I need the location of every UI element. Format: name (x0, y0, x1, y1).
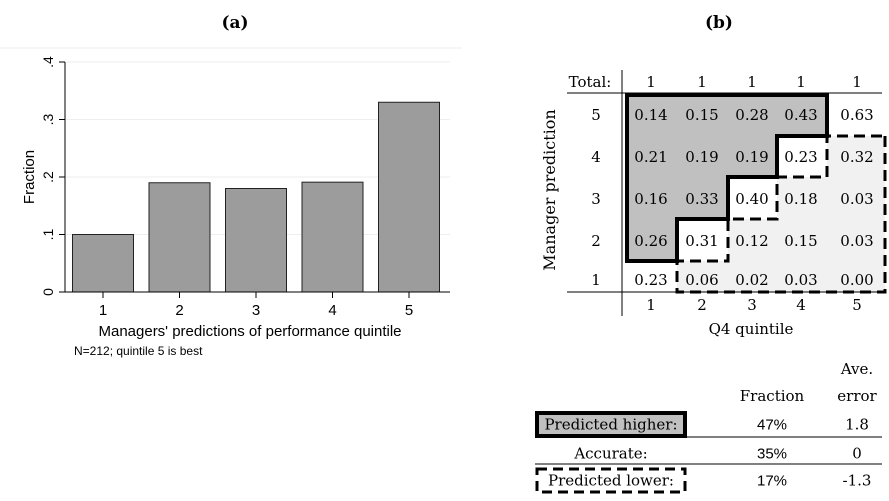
y-tick-label-0: 0 (40, 288, 56, 296)
summary-lower-box (535, 467, 687, 494)
summary-error-2: -1.3 (843, 472, 872, 490)
cell-r5-c4: 0.43 (784, 106, 817, 124)
cell-r1-c4: 0.03 (784, 271, 817, 289)
col-label-2: 2 (697, 296, 707, 314)
cell-r5-c3: 0.28 (735, 106, 768, 124)
summary-higher-box (535, 411, 687, 438)
cell-r1-c1: 0.23 (634, 271, 667, 289)
col-label-4: 4 (796, 296, 806, 314)
y-ticks: 0 .1 .2 .3 .4 (40, 56, 65, 296)
x-tick-label-2: 2 (175, 302, 183, 319)
summary-rows: Predicted higher: 47% 1.8 Accurate: 35% 0 Pred… (535, 411, 882, 494)
summary-label-2: Predicted lower: (548, 472, 674, 490)
cell-r5-c1: 0.14 (634, 106, 667, 124)
x-tick-label-1: 1 (99, 302, 107, 319)
row-label-1: 1 (591, 271, 601, 289)
cell-r3-c1: 0.16 (634, 190, 667, 208)
bar-5 (378, 101, 440, 293)
cell-r5-c5: 0.63 (840, 106, 873, 124)
sample-note: N=212; quintile 5 is best (74, 344, 203, 358)
y-tick-label-3: .3 (40, 113, 56, 125)
cell-r1-c2: 0.06 (685, 271, 718, 289)
cell-r2-c2: 0.31 (685, 232, 718, 250)
matrix-x-label: Q4 quintile (709, 320, 794, 338)
summary-header-error-1: Ave. (840, 360, 873, 378)
total-label: Total: (569, 73, 612, 91)
x-ticks: 1 2 3 4 5 (99, 292, 413, 319)
x-tick-label-3: 3 (252, 302, 260, 319)
col-label-3: 3 (747, 296, 757, 314)
total-col-1: 1 (646, 73, 656, 91)
y-tick-label-2: .2 (40, 171, 56, 183)
total-col-5: 1 (852, 73, 862, 91)
col-label-1: 1 (646, 296, 656, 314)
summary-header-error-2: error (837, 387, 877, 405)
y-axis-label: Fraction (21, 150, 38, 204)
total-col-3: 1 (747, 73, 757, 91)
summary-fraction-1: 35% (757, 446, 787, 463)
summary-header-fraction: Fraction (740, 387, 805, 405)
total-col-4: 1 (796, 73, 806, 91)
cell-r3-c5: 0.03 (840, 190, 873, 208)
matrix-y-label: Manager prediction (540, 109, 559, 270)
cell-r1-c3: 0.02 (735, 271, 768, 289)
cell-r3-c4: 0.18 (784, 190, 817, 208)
bar-3 (225, 188, 287, 293)
panel-a-label: (a) (221, 13, 248, 33)
bar-chart-bars (72, 101, 440, 293)
cell-r2-c1: 0.26 (634, 232, 667, 250)
cell-r1-c5: 0.00 (840, 271, 873, 289)
predicted-lower-border (675, 134, 887, 294)
cell-r4-c1: 0.21 (634, 148, 667, 166)
bar-2 (148, 182, 211, 293)
total-col-2: 1 (697, 73, 707, 91)
summary-fraction-0: 47% (757, 417, 787, 434)
cell-r3-c2: 0.33 (685, 190, 718, 208)
row-labels: 5 4 3 2 1 (591, 106, 601, 289)
cell-r2-c4: 0.15 (784, 232, 817, 250)
predicted-lower-region (677, 136, 885, 292)
cell-r4-c2: 0.19 (685, 148, 718, 166)
column-labels: 1 2 3 4 5 (646, 296, 862, 314)
col-label-5: 5 (852, 296, 862, 314)
matrix-cells: 0.14 0.15 0.28 0.43 0.63 0.21 0.19 0.19 0.23 0.32… (634, 106, 873, 289)
summary-label-1: Accurate: (573, 445, 647, 463)
cell-r2-c5: 0.03 (840, 232, 873, 250)
panel-b-label: (b) (705, 13, 733, 33)
cell-r3-c3: 0.40 (735, 190, 768, 208)
bar-4 (301, 181, 364, 293)
cell-r4-c3: 0.19 (735, 148, 768, 166)
predicted-higher-border (625, 93, 829, 263)
row-label-3: 3 (591, 190, 601, 208)
cell-r4-c5: 0.32 (840, 148, 873, 166)
cell-r5-c2: 0.15 (685, 106, 718, 124)
x-tick-label-4: 4 (328, 302, 336, 319)
cell-r2-c3: 0.12 (735, 232, 768, 250)
cell-r4-c4: 0.23 (784, 148, 817, 166)
summary-error-0: 1.8 (845, 416, 869, 434)
summary-error-1: 0 (852, 445, 862, 463)
summary-fraction-2: 17% (757, 473, 787, 490)
y-tick-label-4: .4 (40, 56, 56, 68)
totals-row: 1 1 1 1 1 (646, 73, 862, 91)
row-label-2: 2 (591, 232, 601, 250)
row-label-4: 4 (591, 148, 601, 166)
x-tick-label-5: 5 (405, 302, 413, 319)
row-label-5: 5 (591, 106, 601, 124)
bar-1 (72, 234, 134, 293)
y-tick-label-1: .1 (40, 228, 56, 240)
region-borders (625, 93, 887, 294)
summary-label-0: Predicted higher: (544, 416, 677, 434)
x-axis-label: Managers' predictions of performance qui… (98, 323, 401, 340)
